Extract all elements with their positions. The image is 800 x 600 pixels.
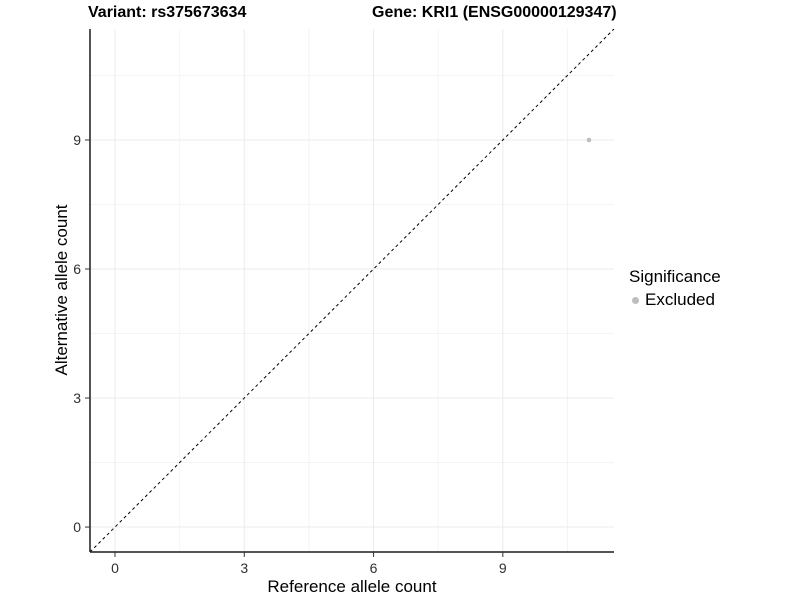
legend: Significance Excluded [629,267,721,310]
x-tick-label: 3 [240,560,248,576]
x-axis-title: Reference allele count [267,577,437,596]
variant-title: Variant: rs375673634 [88,4,247,21]
gene-title: Gene: KRI1 (ENSG00000129347) [372,4,617,21]
x-tick-label: 9 [499,560,507,576]
y-tick-label: 9 [73,132,81,148]
legend-item-label: Excluded [645,290,715,309]
legend-title: Significance [629,267,721,286]
x-tick-label: 0 [111,560,119,576]
panel-background [90,29,614,552]
legend-point-icon [632,296,639,304]
legend-item-excluded: Excluded [629,290,721,310]
y-tick-label: 0 [73,519,81,535]
x-tick-label: 6 [370,560,378,576]
y-tick-label: 3 [73,390,81,406]
data-point [586,137,592,143]
y-axis-title: Alternative allele count [52,204,71,376]
y-tick-label: 6 [73,261,81,277]
